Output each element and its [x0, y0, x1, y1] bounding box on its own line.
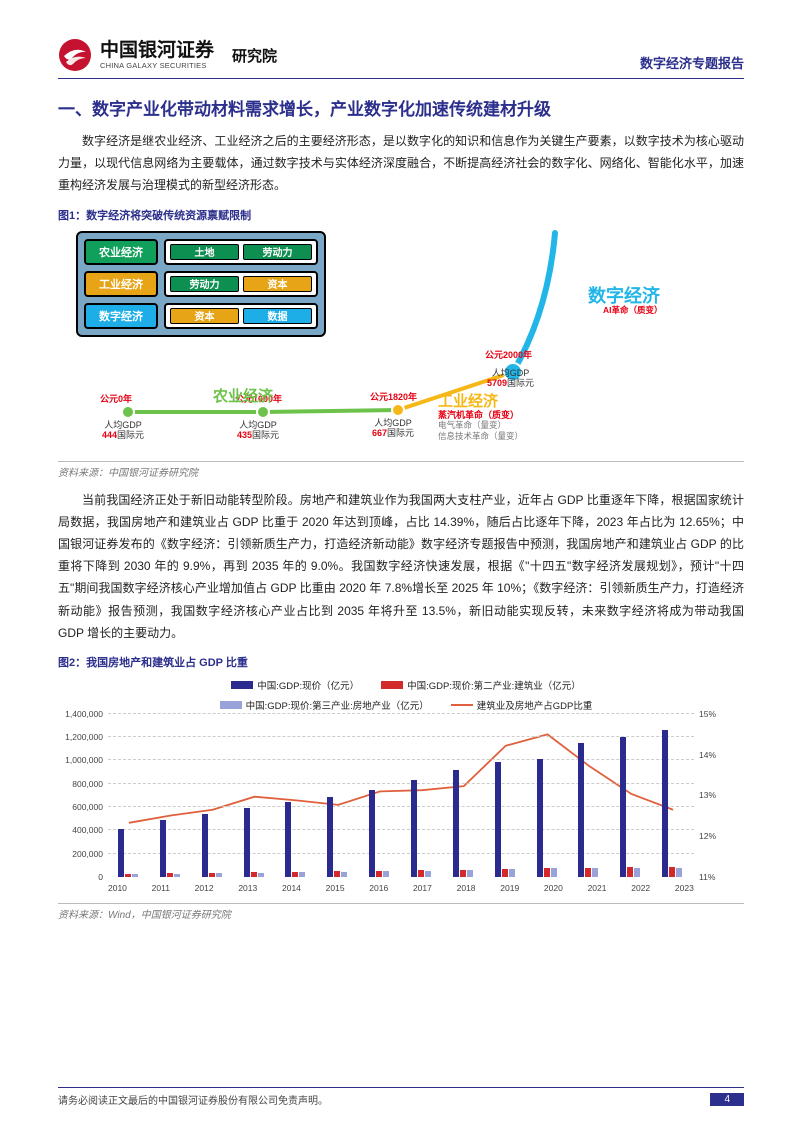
brand-en: CHINA GALAXY SECURITIES: [100, 62, 214, 70]
legend-item: 中国:GDP:现价:第二产业:建筑业（亿元）: [381, 678, 581, 692]
bar-construct: [292, 872, 298, 877]
bar-construct: [669, 867, 675, 877]
bar-realestate: [467, 870, 473, 877]
report-tag: 数字经济专题报告: [640, 53, 744, 72]
bar-gdp: [453, 770, 459, 877]
bar-gdp: [285, 802, 291, 877]
bar-realestate: [592, 868, 598, 877]
fig2-legend: 中国:GDP:现价（亿元） 中国:GDP:现价:第二产业:建筑业（亿元） 中国:GD…: [128, 678, 684, 712]
fig2-caption: 图2：我国房地产和建筑业占 GDP 比重: [58, 654, 744, 670]
bar-realestate: [174, 874, 180, 877]
brand-sub: 研究院: [232, 45, 277, 66]
bar-realestate: [634, 868, 640, 877]
fig1-label-ind: 工业经济: [438, 390, 498, 411]
bar-gdp: [369, 790, 375, 877]
bar-realestate: [132, 874, 138, 877]
page-number: 4: [710, 1093, 744, 1106]
brand-cn: 中国银河证券: [100, 41, 214, 60]
bar-realestate: [425, 871, 431, 877]
bar-construct: [627, 867, 633, 877]
bar-gdp: [662, 730, 668, 877]
bar-construct: [209, 873, 215, 877]
legend-item: 建筑业及房地产占GDP比重: [451, 698, 593, 712]
bar-construct: [376, 871, 382, 877]
fig1-note-digi: AI革命（质变）: [603, 305, 663, 315]
bar-gdp: [118, 829, 124, 877]
fig2-source: 资料来源：Wind，中国银河证券研究院: [58, 903, 744, 921]
bar-construct: [167, 873, 173, 877]
bar-construct: [251, 872, 257, 877]
bar-gdp: [244, 808, 250, 877]
fig1-year: 公元2000年: [485, 350, 532, 360]
footer-disclaimer: 请务必阅读正文最后的中国银河证券股份有限公司免责声明。: [58, 1092, 328, 1107]
fig2-plot: [108, 714, 694, 877]
paragraph-1: 数字经济是继农业经济、工业经济之后的主要经济形态，是以数字化的知识和信息作为关键…: [58, 130, 744, 197]
bar-construct: [544, 868, 550, 876]
bar-construct: [502, 869, 508, 877]
bar-gdp: [327, 797, 333, 877]
bar-construct: [460, 870, 466, 877]
bar-realestate: [216, 873, 222, 877]
page-footer: 请务必阅读正文最后的中国银河证券股份有限公司免责声明。 4: [58, 1087, 744, 1107]
bar-realestate: [551, 868, 557, 877]
fig2-y-right: 11%12%13%14%15%: [696, 714, 744, 877]
bar-gdp: [160, 820, 166, 877]
bar-gdp: [578, 743, 584, 877]
brand-text: 中国银河证券 CHINA GALAXY SECURITIES: [100, 41, 214, 70]
fig1-gdp: 人均GDP5709国际元: [487, 368, 534, 389]
bar-realestate: [258, 873, 264, 877]
fig1-caption: 图1：数字经济将突破传统资源禀赋限制: [58, 207, 744, 223]
fig1-gdp: 人均GDP435国际元: [237, 420, 279, 441]
fig2-y-left: 0200,000400,000600,000800,0001,000,0001,…: [58, 714, 106, 877]
fig1-gdp: 人均GDP667国际元: [372, 418, 414, 439]
bar-realestate: [299, 872, 305, 876]
fig2: 中国:GDP:现价（亿元） 中国:GDP:现价:第二产业:建筑业（亿元） 中国:GD…: [58, 674, 744, 899]
logo-icon: [58, 38, 92, 72]
fig1-source: 资料来源：中国银河证券研究院: [58, 461, 744, 479]
bar-gdp: [537, 759, 543, 877]
fig2-x-axis: 2010201120122013201420152016201720182019…: [108, 883, 694, 893]
page-header: 中国银河证券 CHINA GALAXY SECURITIES 研究院 数字经济专…: [58, 38, 744, 79]
bar-construct: [585, 868, 591, 877]
bar-gdp: [411, 780, 417, 877]
section-title: 一、数字产业化带动材料需求增长，产业数字化加速传统建材升级: [58, 95, 744, 120]
bar-construct: [125, 874, 131, 877]
bar-gdp: [202, 814, 208, 877]
fig1-note-ind: 蒸汽机革命（质变）电气革命（量变）信息技术革命（量变）: [438, 410, 523, 441]
bar-realestate: [676, 868, 682, 877]
fig1: 农业经济土地劳动力工业经济劳动力资本数字经济资本数据 公元0年人均GDP444国…: [58, 227, 744, 457]
paragraph-2: 当前我国经济正处于新旧动能转型阶段。房地产和建筑业作为我国两大支柱产业，近年占 …: [58, 489, 744, 644]
fig1-gdp: 人均GDP444国际元: [102, 420, 144, 441]
bar-realestate: [383, 871, 389, 877]
bar-gdp: [620, 737, 626, 877]
fig1-year: 公元0年: [100, 394, 132, 404]
fig1-year: 公元1820年: [370, 392, 417, 402]
bar-realestate: [341, 872, 347, 877]
legend-item: 中国:GDP:现价（亿元）: [231, 678, 359, 692]
bar-realestate: [509, 869, 515, 877]
brand-block: 中国银河证券 CHINA GALAXY SECURITIES 研究院: [58, 38, 277, 72]
bar-gdp: [495, 762, 501, 877]
legend-item: 中国:GDP:现价:第三产业:房地产业（亿元）: [220, 698, 429, 712]
fig1-label-agri: 农业经济: [213, 385, 273, 406]
bar-construct: [418, 870, 424, 876]
bar-construct: [334, 871, 340, 876]
